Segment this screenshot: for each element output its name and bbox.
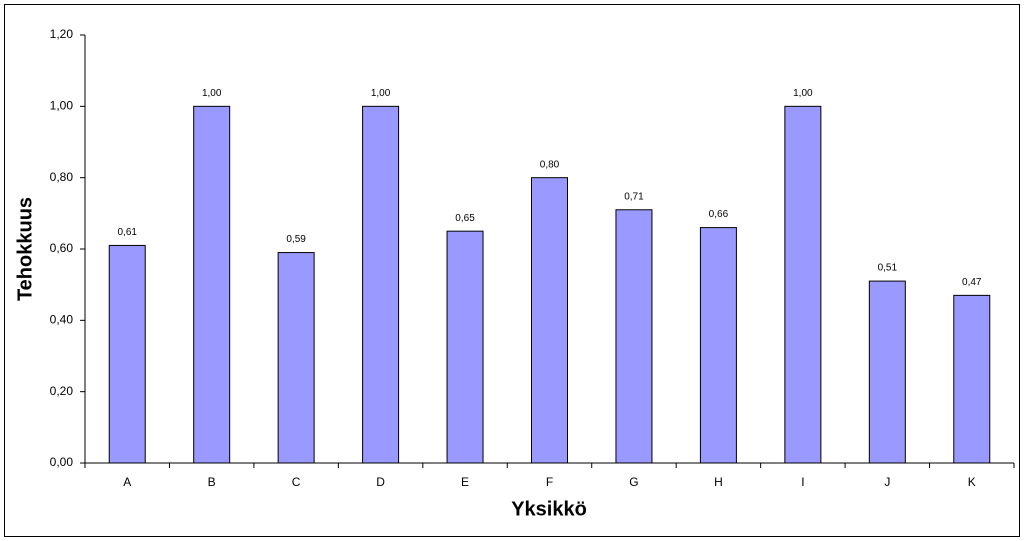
value-label: 0,71 [624,191,644,202]
bar [784,105,822,464]
bar [953,294,991,464]
x-tick-label: J [884,475,890,489]
chart-border [4,4,1020,537]
x-tick-label: D [376,475,385,489]
bar [446,230,484,464]
bar [277,252,315,464]
bar [193,105,231,464]
x-tick-label: H [714,475,723,489]
x-tick-label: I [801,475,804,489]
x-tick-label: B [208,475,216,489]
value-label: 0,66 [709,209,729,220]
value-label: 1,00 [202,88,222,99]
value-label: 1,00 [793,88,813,99]
bar [615,209,653,464]
y-tick-label: 0,00 [50,455,74,469]
value-label: 0,47 [962,277,982,288]
x-axis-title: Yksikkö [511,498,587,520]
y-axis-title: Tehokkuus [14,197,36,301]
value-label: 0,80 [540,159,560,170]
value-label: 1,00 [371,88,391,99]
value-label: 0,65 [455,213,475,224]
y-tick-label: 0,20 [50,384,74,398]
x-tick-label: K [968,475,976,489]
y-tick-label: 1,00 [50,99,74,113]
y-tick-label: 0,60 [50,241,74,255]
y-tick-label: 1,20 [50,27,74,41]
bar [699,227,737,464]
x-tick-label: G [629,475,638,489]
x-tick-label: E [461,475,469,489]
y-tick-label: 0,40 [50,313,74,327]
bar [868,280,906,464]
bar [362,105,400,464]
value-label: 0,61 [117,227,137,238]
y-tick-label: 0,80 [50,170,74,184]
x-tick-label: A [123,475,131,489]
bar [108,244,146,464]
x-tick-label: C [292,475,301,489]
x-tick-label: F [546,475,553,489]
bar [531,177,568,464]
value-label: 0,51 [878,263,898,274]
value-label: 0,59 [286,234,306,245]
